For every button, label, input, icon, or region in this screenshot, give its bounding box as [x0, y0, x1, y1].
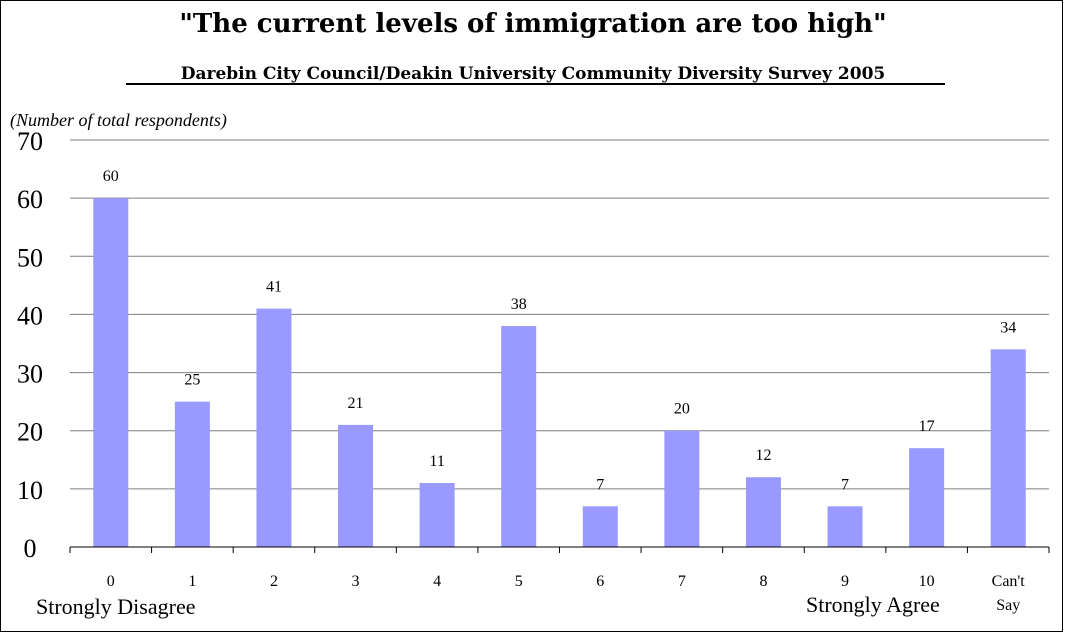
bar-label-3: 21 — [348, 395, 364, 412]
bar-8 — [745, 477, 781, 547]
x-tick-label-9: 9 — [841, 573, 849, 590]
bar-label-11: 34 — [1000, 319, 1016, 336]
x-tick-label-5: 5 — [515, 573, 523, 590]
bar-label-10: 17 — [919, 418, 935, 435]
y-tick-label-0: 0 — [24, 534, 37, 563]
x-tick-label-8: 8 — [759, 573, 767, 590]
bar-label-5: 38 — [511, 296, 527, 313]
bar-data-labels: 60 25 41 21 11 38 7 20 12 7 17 34 — [103, 168, 1016, 493]
bar-7 — [664, 430, 700, 547]
bar-10 — [909, 448, 945, 547]
bar-label-4: 11 — [429, 453, 444, 470]
x-tick-label-11: Can't Say — [992, 573, 1026, 614]
x-tick-label-4: 4 — [433, 573, 441, 590]
y-axis-ticks: 0 10 20 30 40 50 60 70 — [17, 127, 43, 563]
bar-label-6: 7 — [596, 476, 604, 493]
x-tick-label-6: 6 — [596, 573, 604, 590]
y-tick-label-60: 60 — [17, 185, 43, 214]
y-tick-label-50: 50 — [17, 243, 43, 272]
bar-2 — [256, 308, 292, 547]
bar-label-8: 12 — [755, 447, 771, 464]
bar-label-1: 25 — [184, 372, 200, 389]
annotation-strongly-disagree: Strongly Disagree — [36, 594, 195, 619]
gridlines — [70, 139, 1049, 490]
bar-0 — [93, 198, 129, 547]
y-axis-label: (Number of total respondents) — [10, 110, 227, 131]
x-axis-tick-labels: 0 1 2 3 4 5 6 7 8 9 10 Can't Say — [107, 573, 1026, 614]
chart-title: "The current levels of immigration are t… — [179, 9, 886, 39]
y-tick-label-70: 70 — [17, 127, 43, 156]
x-tick-label-3: 3 — [352, 573, 360, 590]
y-tick-label-10: 10 — [17, 476, 43, 505]
x-tick-label-1: 1 — [188, 573, 196, 590]
bar-5 — [501, 326, 537, 547]
x-tick-label-0: 0 — [107, 573, 115, 590]
chart-subtitle: Darebin City Council/Deakin University C… — [181, 64, 886, 84]
bar-1 — [174, 401, 210, 547]
annotation-strongly-agree: Strongly Agree — [806, 592, 940, 617]
bar-4 — [419, 483, 455, 547]
x-tick-label-7: 7 — [678, 573, 686, 590]
x-axis — [69, 546, 1050, 553]
bar-3 — [338, 424, 374, 547]
bar-6 — [582, 506, 618, 547]
bars — [93, 198, 1026, 547]
bar-11 — [990, 349, 1026, 547]
x-tick-label-2: 2 — [270, 573, 278, 590]
bar-label-2: 41 — [266, 279, 282, 296]
bar-label-7: 20 — [674, 401, 690, 418]
y-tick-label-40: 40 — [17, 301, 43, 330]
x-tick-label-10: 10 — [919, 573, 935, 590]
bar-9 — [827, 506, 863, 547]
bar-label-0: 60 — [103, 168, 119, 185]
y-tick-label-30: 30 — [17, 360, 43, 389]
y-tick-label-20: 20 — [17, 418, 43, 447]
bar-label-9: 7 — [841, 476, 849, 493]
